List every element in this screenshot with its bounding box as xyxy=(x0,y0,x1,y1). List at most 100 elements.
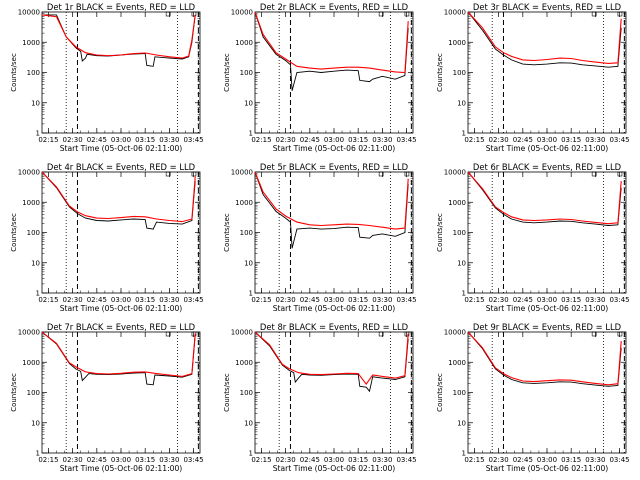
x-tick-label: 03:15 xyxy=(561,296,581,304)
state-marker xyxy=(378,171,384,177)
x-tick-label: 02:15 xyxy=(464,456,484,464)
chart-panel: Det 8r BLACK = Events, RED = LLD 1 10 100 10… xyxy=(223,322,417,473)
y-axis-label: Counts/sec xyxy=(10,213,18,252)
chart-panel: Det 3r BLACK = Events, RED = LLD 1 10 100 10… xyxy=(436,2,630,153)
x-tick-label: 03:45 xyxy=(396,296,416,304)
events-series-line xyxy=(467,171,622,226)
x-tick-label: 02:45 xyxy=(513,136,533,144)
x-tick-label: 02:15 xyxy=(251,136,271,144)
state-marker xyxy=(191,11,197,17)
x-tick-label: 03:15 xyxy=(348,456,368,464)
y-tick-label: 10 xyxy=(31,419,40,427)
chart-title: Det 2r BLACK = Events, RED = LLD xyxy=(260,2,408,12)
y-tick-label: 10000 xyxy=(18,9,40,17)
y-tick-label: 100 xyxy=(240,69,253,77)
y-axis-label: Counts/sec xyxy=(436,53,444,92)
x-tick-label: 03:30 xyxy=(372,136,392,144)
y-tick-label: 10 xyxy=(457,419,466,427)
plot-frame xyxy=(467,171,627,294)
y-tick-label: 1 xyxy=(462,450,466,458)
x-tick-label: 02:30 xyxy=(63,456,83,464)
y-tick-label: 10000 xyxy=(444,9,466,17)
events-series-line xyxy=(41,331,196,386)
x-axis-label: Start Time (05-Oct-06 02:11:00) xyxy=(486,464,609,473)
x-tick-label: 03:00 xyxy=(324,296,344,304)
y-tick-label: 1000 xyxy=(22,199,40,207)
x-tick-label: 03:45 xyxy=(183,136,203,144)
y-tick-label: 10 xyxy=(31,259,40,267)
y-tick-label: 10000 xyxy=(444,169,466,177)
y-tick-label: 1 xyxy=(249,290,253,298)
plot-frame xyxy=(254,11,414,134)
x-tick-label: 03:45 xyxy=(609,456,629,464)
y-tick-label: 100 xyxy=(453,389,466,397)
y-tick-label: 1000 xyxy=(22,359,40,367)
chart-panel: Det 1r BLACK = Events, RED = LLD 1 10 100 10… xyxy=(10,2,204,153)
x-tick-label: 03:00 xyxy=(111,296,131,304)
x-tick-label: 02:15 xyxy=(251,456,271,464)
y-axis-label: Counts/sec xyxy=(10,53,18,92)
chart-title: Det 7r BLACK = Events, RED = LLD xyxy=(47,322,195,332)
x-tick-label: 02:30 xyxy=(63,296,83,304)
chart-title: Det 4r BLACK = Events, RED = LLD xyxy=(47,162,195,172)
plot-frame xyxy=(41,11,201,134)
y-tick-label: 10 xyxy=(244,259,253,267)
x-tick-label: 03:30 xyxy=(159,136,179,144)
x-tick-label: 02:30 xyxy=(63,136,83,144)
events-series-line xyxy=(467,331,622,387)
x-tick-label: 03:45 xyxy=(183,456,203,464)
x-tick-label: 02:45 xyxy=(300,296,320,304)
y-axis-label: Counts/sec xyxy=(223,213,231,252)
x-axis-label: Start Time (05-Oct-06 02:11:00) xyxy=(486,144,609,153)
state-marker xyxy=(617,171,623,177)
plot-frame xyxy=(467,11,627,134)
plot-frame xyxy=(467,331,627,454)
x-tick-label: 03:45 xyxy=(396,136,416,144)
x-tick-label: 03:15 xyxy=(348,296,368,304)
x-tick-label: 03:15 xyxy=(561,136,581,144)
x-tick-label: 03:45 xyxy=(396,456,416,464)
x-tick-label: 02:45 xyxy=(87,136,107,144)
y-tick-label: 1 xyxy=(36,130,40,138)
x-tick-label: 03:00 xyxy=(537,456,557,464)
x-tick-label: 03:30 xyxy=(585,296,605,304)
y-tick-label: 1 xyxy=(36,290,40,298)
y-tick-label: 1 xyxy=(462,130,466,138)
y-axis-label: Counts/sec xyxy=(10,373,18,412)
chart-panel: Det 2r BLACK = Events, RED = LLD 1 10 100 10… xyxy=(223,2,417,153)
x-tick-label: 03:00 xyxy=(111,136,131,144)
state-marker xyxy=(404,331,410,337)
events-series-line xyxy=(42,14,196,67)
lld-series-line xyxy=(467,331,622,386)
x-tick-label: 03:15 xyxy=(348,136,368,144)
state-marker xyxy=(165,171,171,177)
x-tick-label: 03:45 xyxy=(609,296,629,304)
state-marker xyxy=(378,11,384,17)
plot-frame xyxy=(254,331,414,454)
x-tick-label: 02:15 xyxy=(464,136,484,144)
y-tick-label: 100 xyxy=(453,229,466,237)
state-marker xyxy=(378,331,384,337)
y-tick-label: 1 xyxy=(249,130,253,138)
y-tick-label: 100 xyxy=(240,389,253,397)
x-axis-label: Start Time (05-Oct-06 02:11:00) xyxy=(486,304,609,313)
chart-title: Det 9r BLACK = Events, RED = LLD xyxy=(473,322,621,332)
y-axis-label: Counts/sec xyxy=(223,373,231,412)
x-tick-label: 03:30 xyxy=(372,456,392,464)
x-tick-label: 02:30 xyxy=(276,296,296,304)
y-tick-label: 1000 xyxy=(235,199,253,207)
y-tick-label: 1 xyxy=(462,290,466,298)
x-tick-label: 03:15 xyxy=(135,296,155,304)
x-tick-label: 03:15 xyxy=(561,456,581,464)
x-tick-label: 03:15 xyxy=(135,456,155,464)
y-tick-label: 10000 xyxy=(18,329,40,337)
x-tick-label: 02:45 xyxy=(300,456,320,464)
x-tick-label: 02:45 xyxy=(300,136,320,144)
state-marker xyxy=(591,171,597,177)
x-axis-label: Start Time (05-Oct-06 02:11:00) xyxy=(273,464,396,473)
y-tick-label: 10000 xyxy=(231,329,253,337)
y-tick-label: 100 xyxy=(453,69,466,77)
x-tick-label: 03:30 xyxy=(585,136,605,144)
y-tick-label: 1000 xyxy=(448,39,466,47)
